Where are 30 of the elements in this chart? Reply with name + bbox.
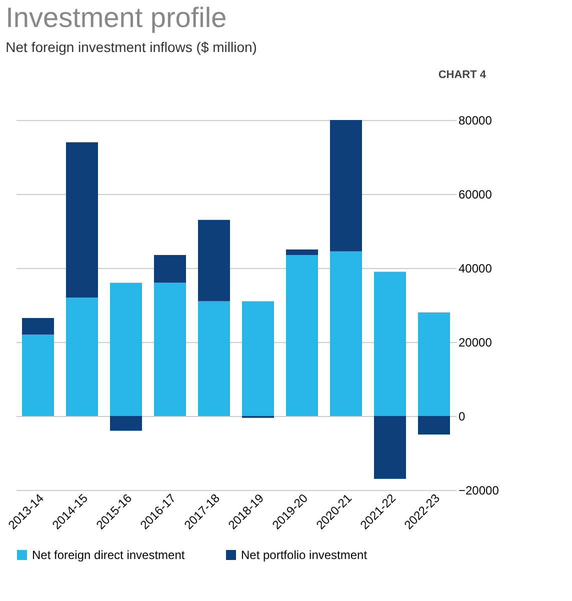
- caption: CHART 4: [438, 69, 487, 81]
- y-tick-label: 40000: [458, 262, 492, 276]
- bar: [330, 251, 362, 416]
- bar: [286, 250, 318, 256]
- legend-label: Net portfolio investment: [241, 548, 368, 562]
- y-tick-label: 60000: [458, 188, 492, 202]
- bar: [242, 301, 274, 416]
- bar: [22, 318, 54, 335]
- y-tick-label: −20000: [458, 484, 500, 498]
- bar: [154, 282, 186, 416]
- bar: [110, 416, 142, 431]
- chart-title: Investment profile: [6, 2, 227, 33]
- bar: [110, 282, 142, 416]
- bar: [198, 220, 230, 302]
- bar: [374, 272, 406, 416]
- bar: [374, 416, 406, 479]
- bar: [330, 120, 362, 252]
- bar: [22, 334, 54, 416]
- chart-subtitle: Net foreign investment inflows ($ million): [6, 39, 257, 55]
- y-tick-label: 20000: [458, 336, 492, 350]
- bar: [418, 416, 450, 434]
- bar: [154, 255, 186, 283]
- bar: [66, 298, 98, 416]
- bar: [198, 301, 230, 416]
- y-tick-label: 80000: [458, 114, 492, 128]
- bar: [66, 142, 98, 298]
- legend-label: Net foreign direct investment: [32, 548, 186, 562]
- bar: [286, 255, 318, 416]
- y-tick-label: 0: [458, 410, 466, 424]
- bar: [418, 312, 450, 416]
